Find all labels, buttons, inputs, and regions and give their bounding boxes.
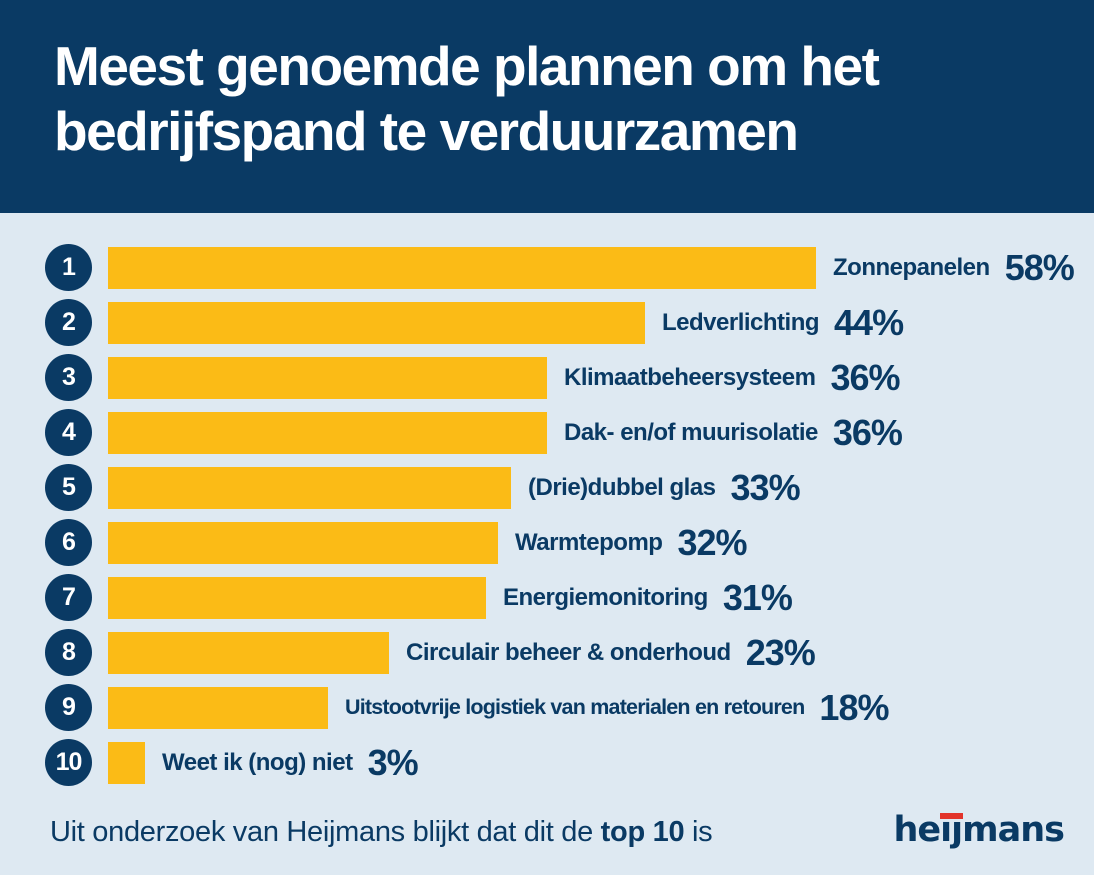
chart-row: 4 Dak- en/of muurisolatie 36% <box>45 409 1094 456</box>
bar <box>108 521 498 564</box>
rank-number: 9 <box>62 693 76 721</box>
rank-number: 1 <box>62 253 76 281</box>
chart-row: 1 Zonnepanelen 58% <box>45 244 1094 291</box>
bar-chart: 1 Zonnepanelen 58% 2 Ledverlichting 44% … <box>0 213 1094 786</box>
rank-number: 8 <box>62 638 76 666</box>
bar-label: (Drie)dubbel glas <box>528 473 716 501</box>
chart-row: 2 Ledverlichting 44% <box>45 299 1094 346</box>
chart-row: 5 (Drie)dubbel glas 33% <box>45 464 1094 511</box>
rank-number: 7 <box>62 583 76 611</box>
chart-row: 6 Warmtepomp 32% <box>45 519 1094 566</box>
rank-badge: 1 <box>45 244 92 291</box>
bar-label: Weet ik (nog) niet <box>162 748 353 776</box>
bar-value: 32% <box>677 521 747 563</box>
logo-text-suffix: mans <box>962 810 1065 850</box>
rank-badge: 9 <box>45 684 92 731</box>
source-note-prefix: Uit onderzoek van Heijmans blijkt dat di… <box>50 816 601 848</box>
bar <box>108 686 328 729</box>
bar-value: 18% <box>819 686 889 728</box>
bar-label: Energiemonitoring <box>503 583 708 611</box>
bar-label: Warmtepomp <box>515 528 663 556</box>
logo-text-prefix: he <box>893 810 942 850</box>
rank-number: 4 <box>62 418 76 446</box>
bar-value: 33% <box>730 466 801 508</box>
bar <box>108 356 547 399</box>
bar-value: 3% <box>367 741 419 783</box>
chart-row: 3 Klimaatbeheersysteem 36% <box>45 354 1094 401</box>
source-note-bold: top 10 <box>600 816 685 848</box>
rank-badge: 6 <box>45 519 92 566</box>
heijmans-logo: heıȷmans <box>894 810 1065 850</box>
chart-row: 8 Circulair beheer & onderhoud 23% <box>45 629 1094 676</box>
header: Meest genoemde plannen om het bedrijfspa… <box>0 0 1094 213</box>
bar-label: Circulair beheer & onderhoud <box>406 638 731 666</box>
bar-value: 58% <box>1004 246 1075 288</box>
bar-label: Klimaatbeheersysteem <box>564 363 816 391</box>
bar-value: 23% <box>745 631 816 673</box>
rank-number: 5 <box>62 473 76 501</box>
bar-value: 36% <box>832 411 903 453</box>
source-note-suffix: is <box>684 816 713 848</box>
bar <box>108 301 645 344</box>
bar-value: 31% <box>722 576 793 618</box>
bar-value: 44% <box>834 301 904 343</box>
rank-number: 10 <box>55 748 83 776</box>
rank-number: 3 <box>62 363 76 391</box>
bar-label: Zonnepanelen <box>833 253 990 281</box>
rank-badge: 4 <box>45 409 92 456</box>
bar-value: 36% <box>830 356 900 398</box>
bar-label: Dak- en/of muurisolatie <box>564 418 818 446</box>
rank-badge: 7 <box>45 574 92 621</box>
rank-badge: 3 <box>45 354 92 401</box>
bar-label: Uitstootvrije logistiek van materialen e… <box>345 695 805 719</box>
page-title: Meest genoemde plannen om het bedrijfspa… <box>54 34 1054 164</box>
bar-label: Ledverlichting <box>662 308 820 336</box>
logo-ij-red-bar: ıȷ <box>940 810 964 850</box>
bar <box>108 631 389 674</box>
title-line-1: Meest genoemde plannen om het <box>54 35 880 97</box>
rank-badge: 8 <box>45 629 92 676</box>
bar <box>108 411 547 454</box>
rank-number: 6 <box>62 528 76 556</box>
footer: Uit onderzoek van Heijmans blijkt dat di… <box>0 794 1094 850</box>
rank-badge: 5 <box>45 464 92 511</box>
title-line-2: bedrijfspand te verduurzamen <box>54 100 799 162</box>
rank-badge: 10 <box>45 739 92 786</box>
chart-row: 9 Uitstootvrije logistiek van materialen… <box>45 684 1094 731</box>
bar <box>108 466 511 509</box>
rank-number: 2 <box>62 308 76 336</box>
bar <box>108 741 145 784</box>
chart-row: 7 Energiemonitoring 31% <box>45 574 1094 621</box>
chart-row: 10 Weet ik (nog) niet 3% <box>45 739 1094 786</box>
rank-badge: 2 <box>45 299 92 346</box>
bar <box>108 246 816 289</box>
source-note: Uit onderzoek van Heijmans blijkt dat di… <box>50 816 713 849</box>
bar <box>108 576 486 619</box>
